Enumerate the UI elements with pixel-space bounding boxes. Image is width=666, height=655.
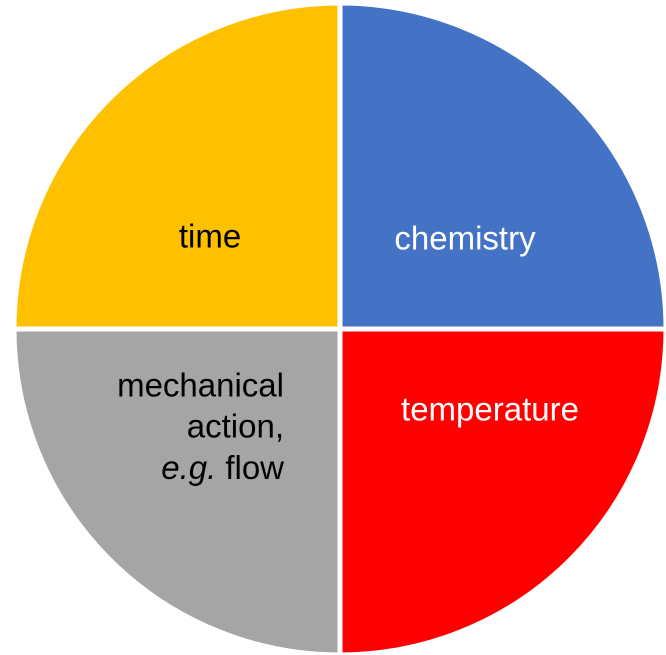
- label-mechanical-line: mechanical: [117, 367, 284, 404]
- circle: [11, 0, 666, 655]
- label-chemistry: chemistry: [394, 220, 536, 257]
- label-temperature: temperature: [401, 391, 579, 428]
- quadrant-time: [11, 0, 343, 332]
- label-mechanical-example: e.g. flow: [161, 449, 284, 486]
- label-rest: flow: [225, 449, 284, 486]
- label-time: time: [179, 218, 241, 255]
- label-emphasis: e.g.: [161, 449, 216, 486]
- label-mechanical-line: action,: [187, 408, 284, 445]
- quadrant-mechanical: [11, 326, 343, 655]
- quadrant-chemistry: [337, 0, 666, 332]
- quadrant-temperature: [337, 326, 666, 655]
